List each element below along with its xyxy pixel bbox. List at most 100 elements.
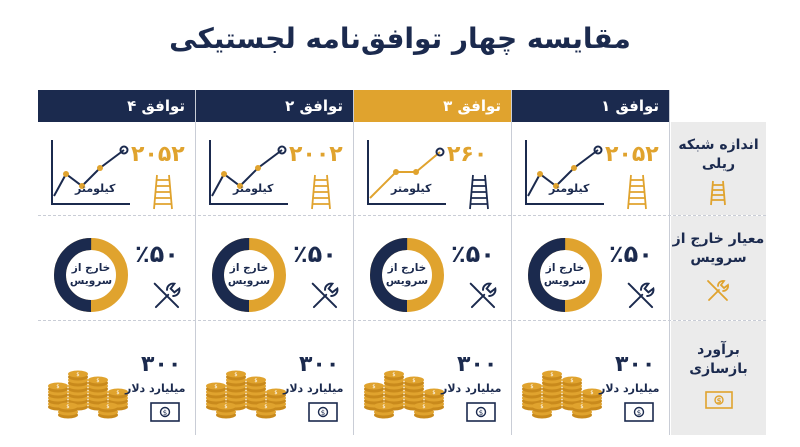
agreement-column: ۲۶۰ کیلومتر خارج از سرویس ٪۵۰ $ $ $ $ $ $ ۳۰۰… bbox=[354, 90, 511, 435]
svg-text:$: $ bbox=[412, 378, 415, 384]
svg-text:$: $ bbox=[580, 404, 583, 410]
coin-stacks-icon: $ $ $ $ $ $ bbox=[48, 370, 128, 419]
row-divider bbox=[38, 320, 766, 321]
donut-center-label: خارج از سرویس bbox=[385, 262, 429, 287]
svg-text:$: $ bbox=[224, 404, 227, 410]
svg-text:$: $ bbox=[274, 390, 277, 396]
svg-text:$: $ bbox=[321, 409, 325, 417]
network-size-value: ۲۰۰۲ bbox=[289, 142, 343, 167]
row-label-text: معیار خارج از سرویس bbox=[672, 231, 765, 266]
svg-text:$: $ bbox=[590, 390, 593, 396]
railway-track-icon bbox=[627, 174, 647, 210]
svg-text:$: $ bbox=[264, 404, 267, 410]
donut-center-label: خارج از سرویس bbox=[69, 262, 113, 287]
row-label-rebuild-estimate: برآورد بازسازی $ bbox=[671, 321, 766, 435]
svg-text:$: $ bbox=[106, 404, 109, 410]
railway-track-icon bbox=[153, 174, 173, 210]
wrench-screwdriver-icon bbox=[707, 280, 729, 301]
cost-unit-label: میلیارد دلار bbox=[283, 382, 344, 395]
svg-text:$: $ bbox=[392, 372, 395, 378]
network-size-value: ۲۰۵۲ bbox=[131, 142, 185, 167]
donut-out-of-service-arc bbox=[212, 238, 286, 312]
svg-text:$: $ bbox=[637, 409, 641, 417]
coin-stacks-icon: $ $ $ $ $ $ bbox=[364, 370, 444, 419]
column-divider bbox=[353, 90, 354, 435]
svg-text:$: $ bbox=[254, 378, 257, 384]
svg-text:$: $ bbox=[116, 390, 119, 396]
svg-text:$: $ bbox=[234, 372, 237, 378]
column-divider bbox=[511, 90, 512, 435]
column-divider bbox=[195, 90, 196, 435]
donut-out-of-service-arc bbox=[54, 238, 128, 312]
donut-out-of-service-arc bbox=[370, 238, 444, 312]
svg-text:$: $ bbox=[96, 378, 99, 384]
km-unit-label: کیلومتر bbox=[391, 182, 432, 195]
km-unit-label: کیلومتر bbox=[75, 182, 116, 195]
wrench-screwdriver-icon bbox=[153, 282, 181, 309]
network-size-value: ۲۰۵۲ bbox=[605, 142, 659, 167]
wrench-screwdriver-icon bbox=[627, 282, 655, 309]
svg-text:$: $ bbox=[56, 384, 59, 390]
out-of-service-donut bbox=[528, 238, 602, 312]
rebuild-cost-value: ۳۰۰ bbox=[615, 352, 656, 377]
rebuild-cost-value: ۳۰۰ bbox=[457, 352, 498, 377]
svg-text:$: $ bbox=[432, 390, 435, 396]
railway-track-icon bbox=[710, 180, 726, 206]
line-chart-icon bbox=[209, 140, 288, 205]
agreement-column: ۲۰۵۲ کیلومتر خارج از سرویس ٪۵۰ $ $ $ $ $ $ ۳۰… bbox=[512, 90, 669, 435]
donut-center-label: خارج از سرویس bbox=[227, 262, 271, 287]
out-of-service-percent: ٪۵۰ bbox=[293, 240, 337, 268]
line-chart-icon bbox=[367, 140, 446, 205]
column-divider bbox=[669, 90, 670, 435]
line-chart-icon bbox=[51, 140, 130, 205]
header-agreement-1: توافق ۱ bbox=[512, 90, 669, 122]
railway-track-icon bbox=[311, 174, 331, 210]
out-of-service-donut bbox=[370, 238, 444, 312]
svg-text:$: $ bbox=[570, 378, 573, 384]
svg-text:$: $ bbox=[530, 384, 533, 390]
network-size-value: ۲۶۰ bbox=[447, 142, 488, 167]
header-agreement-4: توافق ۴ bbox=[38, 90, 195, 122]
svg-text:$: $ bbox=[550, 372, 553, 378]
svg-text:$: $ bbox=[66, 404, 69, 410]
page-title: مقایسه چهار توافق‌نامه لجستیکی bbox=[169, 22, 631, 55]
wrench-screwdriver-icon bbox=[469, 282, 497, 309]
svg-text:$: $ bbox=[479, 409, 483, 417]
out-of-service-percent: ٪۵۰ bbox=[609, 240, 653, 268]
cost-unit-label: میلیارد دلار bbox=[599, 382, 660, 395]
svg-text:$: $ bbox=[163, 409, 167, 417]
out-of-service-percent: ٪۵۰ bbox=[451, 240, 495, 268]
svg-text:$: $ bbox=[717, 397, 722, 405]
line-chart-icon bbox=[525, 140, 604, 205]
donut-center-label: خارج از سرویس bbox=[543, 262, 587, 287]
coin-stacks-icon: $ $ $ $ $ $ bbox=[522, 370, 602, 419]
rebuild-cost-value: ۳۰۰ bbox=[141, 352, 182, 377]
header-agreement-3: توافق ۳ bbox=[354, 90, 511, 122]
comparison-table: توافق ۴ توافق ۲ توافق ۳ توافق ۱ اندازه ش… bbox=[38, 90, 766, 435]
row-label-text: اندازه شبکه ریلی bbox=[678, 137, 759, 172]
row-label-out-of-service: معیار خارج از سرویس bbox=[671, 216, 766, 320]
row-label-network-size: اندازه شبکه ریلی bbox=[671, 122, 766, 215]
out-of-service-donut bbox=[54, 238, 128, 312]
km-unit-label: کیلومتر bbox=[233, 182, 274, 195]
agreement-column: ۲۰۰۲ کیلومتر خارج از سرویس ٪۵۰ $ $ $ $ $ $ ۳۰… bbox=[196, 90, 353, 435]
banknote-icon: $ bbox=[466, 402, 496, 422]
km-unit-label: کیلومتر bbox=[549, 182, 590, 195]
row-divider bbox=[38, 215, 766, 216]
svg-text:$: $ bbox=[422, 404, 425, 410]
out-of-service-donut bbox=[212, 238, 286, 312]
svg-text:$: $ bbox=[76, 372, 79, 378]
rebuild-cost-value: ۳۰۰ bbox=[299, 352, 340, 377]
coin-stacks-icon: $ $ $ $ $ $ bbox=[206, 370, 286, 419]
row-label-text: برآورد بازسازی bbox=[689, 342, 748, 377]
cost-unit-label: میلیارد دلار bbox=[441, 382, 502, 395]
header-agreement-2: توافق ۲ bbox=[196, 90, 353, 122]
svg-text:$: $ bbox=[372, 384, 375, 390]
donut-out-of-service-arc bbox=[528, 238, 602, 312]
banknote-icon: $ bbox=[150, 402, 180, 422]
svg-text:$: $ bbox=[214, 384, 217, 390]
svg-text:$: $ bbox=[540, 404, 543, 410]
banknote-icon: $ bbox=[308, 402, 338, 422]
agreement-column: ۲۰۵۲ کیلومتر خارج از سرویس ٪۵۰ $ $ $ $ $ $ ۳۰… bbox=[38, 90, 195, 435]
cost-unit-label: میلیارد دلار bbox=[125, 382, 186, 395]
